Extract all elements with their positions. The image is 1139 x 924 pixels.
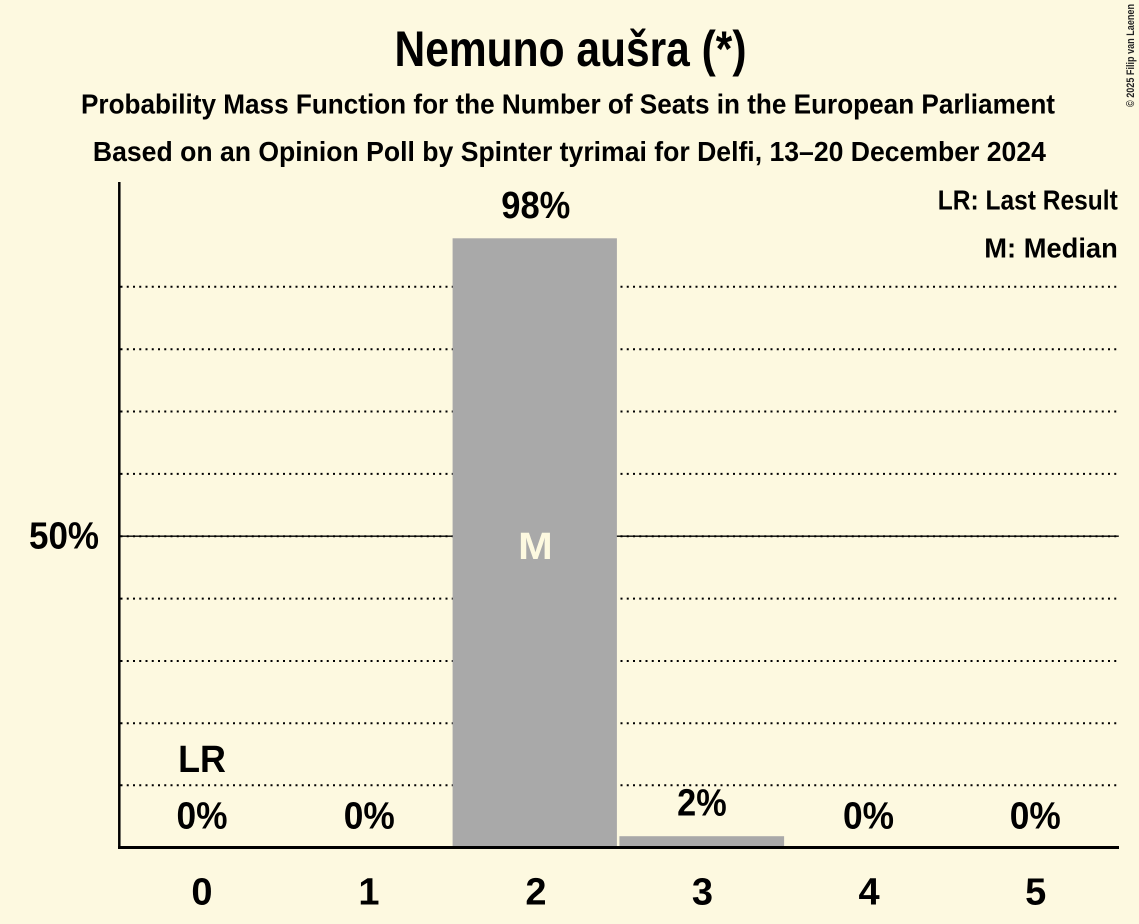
svg-text:LR: LR (178, 739, 226, 781)
svg-text:0%: 0% (344, 795, 395, 837)
svg-text:50%: 50% (29, 516, 99, 558)
svg-text:3: 3 (692, 871, 713, 913)
svg-text:0%: 0% (843, 795, 894, 837)
svg-text:© 2025 Filip van Laenen: © 2025 Filip van Laenen (1125, 4, 1137, 107)
svg-text:Based on an Opinion Poll by Sp: Based on an Opinion Poll by Spinter tyri… (93, 136, 1046, 167)
svg-text:5: 5 (1025, 871, 1046, 913)
svg-text:0%: 0% (177, 795, 228, 837)
svg-text:2: 2 (525, 871, 546, 913)
svg-text:4: 4 (859, 871, 880, 913)
svg-text:2%: 2% (677, 782, 727, 824)
svg-text:0%: 0% (1010, 795, 1061, 837)
svg-text:Probability Mass Function for: Probability Mass Function for the Number… (81, 89, 1055, 120)
svg-text:98%: 98% (501, 185, 570, 227)
svg-text:Nemuno aušra (*): Nemuno aušra (*) (395, 21, 747, 77)
svg-text:1: 1 (358, 871, 379, 913)
svg-text:LR: Last Result: LR: Last Result (938, 185, 1118, 216)
svg-text:M: M (518, 526, 553, 568)
svg-text:0: 0 (191, 871, 212, 913)
svg-text:M: Median: M: Median (984, 232, 1118, 263)
